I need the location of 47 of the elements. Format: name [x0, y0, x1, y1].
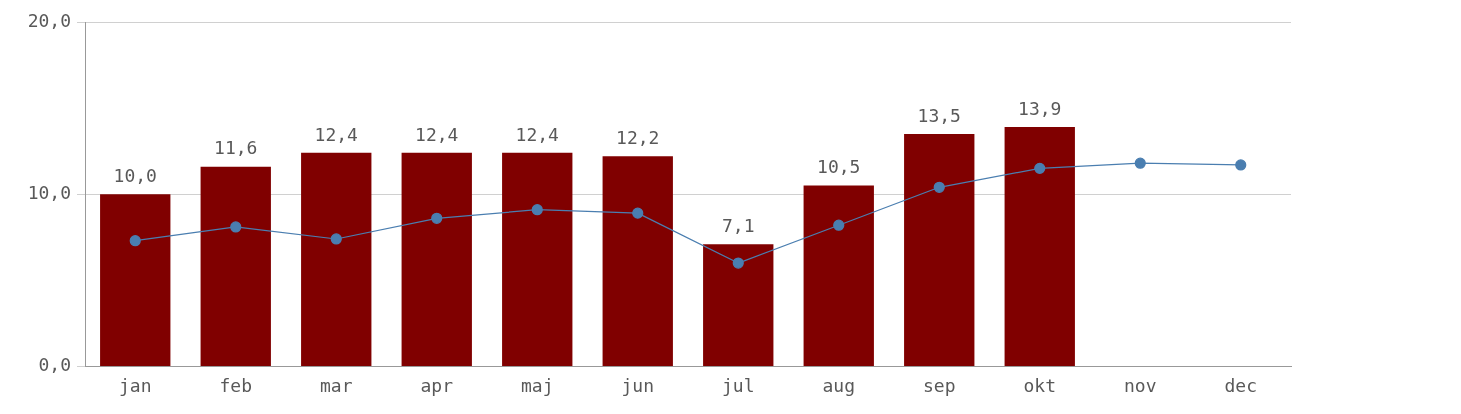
x-tick-label: apr	[420, 374, 454, 396]
data-label: 10,0	[113, 164, 157, 186]
y-tick-label: 0,0	[38, 354, 71, 376]
x-tick-label: feb	[219, 374, 253, 396]
bar	[100, 194, 171, 366]
x-tick-label: maj	[520, 374, 554, 396]
point	[632, 207, 644, 219]
point	[833, 219, 845, 231]
point	[1034, 162, 1046, 174]
data-label: 10,5	[817, 156, 861, 178]
point	[129, 235, 141, 247]
bar	[703, 244, 774, 366]
x-tick-label: aug	[822, 374, 856, 396]
x-tick-label: nov	[1123, 374, 1157, 396]
point	[1134, 157, 1146, 169]
data-label: 12,2	[616, 126, 660, 148]
y-tick-label: 10,0	[27, 181, 71, 203]
data-label: 12,4	[314, 123, 358, 145]
data-label: 13,5	[917, 104, 961, 126]
data-label: 7,1	[721, 214, 755, 236]
bar	[803, 185, 874, 366]
x-tick-label: jun	[621, 374, 655, 396]
bar	[200, 166, 271, 366]
x-tick-label: jan	[118, 374, 152, 396]
x-tick-label: okt	[1023, 374, 1057, 396]
x-tick-label: mar	[319, 374, 353, 396]
point	[531, 204, 543, 216]
data-label: 13,9	[1018, 97, 1062, 119]
point	[1235, 159, 1247, 171]
x-tick-label: sep	[922, 374, 956, 396]
x-tick-label: dec	[1224, 374, 1258, 396]
data-label: 12,4	[515, 123, 559, 145]
data-label: 12,4	[415, 123, 459, 145]
bar	[502, 152, 573, 366]
bar	[301, 152, 372, 366]
data-label: 11,6	[214, 137, 258, 159]
bar	[904, 133, 975, 366]
x-tick-label: jul	[721, 374, 755, 396]
point	[330, 233, 342, 245]
bar	[401, 152, 472, 366]
point	[230, 221, 242, 233]
y-tick-label: 20,0	[27, 9, 71, 31]
point	[732, 257, 744, 269]
point	[431, 212, 443, 224]
bar	[602, 156, 673, 366]
bar	[1004, 127, 1075, 366]
point	[933, 181, 945, 193]
